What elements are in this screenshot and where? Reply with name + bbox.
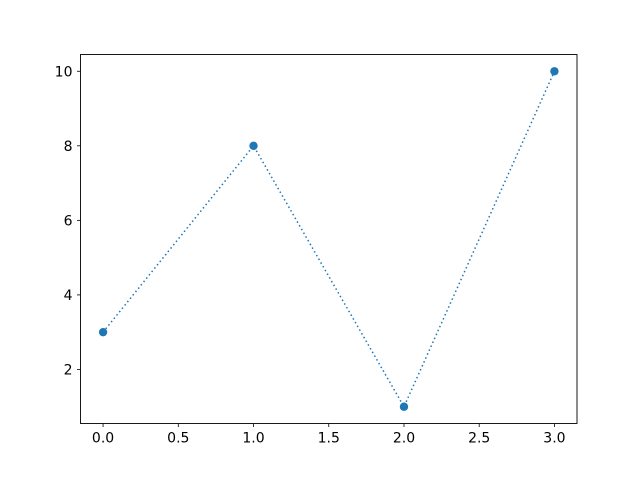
x-tick-label: 0.0 <box>92 431 114 447</box>
y-tick-label: 8 <box>64 139 73 155</box>
x-tick-label: 0.5 <box>167 431 189 447</box>
y-tick-label: 6 <box>64 213 73 229</box>
x-tick-label: 2.5 <box>468 431 490 447</box>
plot-area <box>80 54 577 424</box>
x-tick-label: 3.0 <box>543 431 565 447</box>
data-point-marker <box>98 327 108 337</box>
y-tick-label: 4 <box>64 288 73 304</box>
data-point-marker <box>550 67 559 76</box>
axes-frame <box>80 54 578 424</box>
data-point-marker <box>249 141 258 151</box>
x-tick-label: 1.5 <box>318 431 340 447</box>
x-tick-label: 1.0 <box>242 431 264 447</box>
x-tick-label: 2.0 <box>393 431 415 447</box>
y-tick-label: 10 <box>55 64 73 80</box>
data-point-marker <box>399 402 409 411</box>
y-tick-label: 2 <box>64 362 73 378</box>
